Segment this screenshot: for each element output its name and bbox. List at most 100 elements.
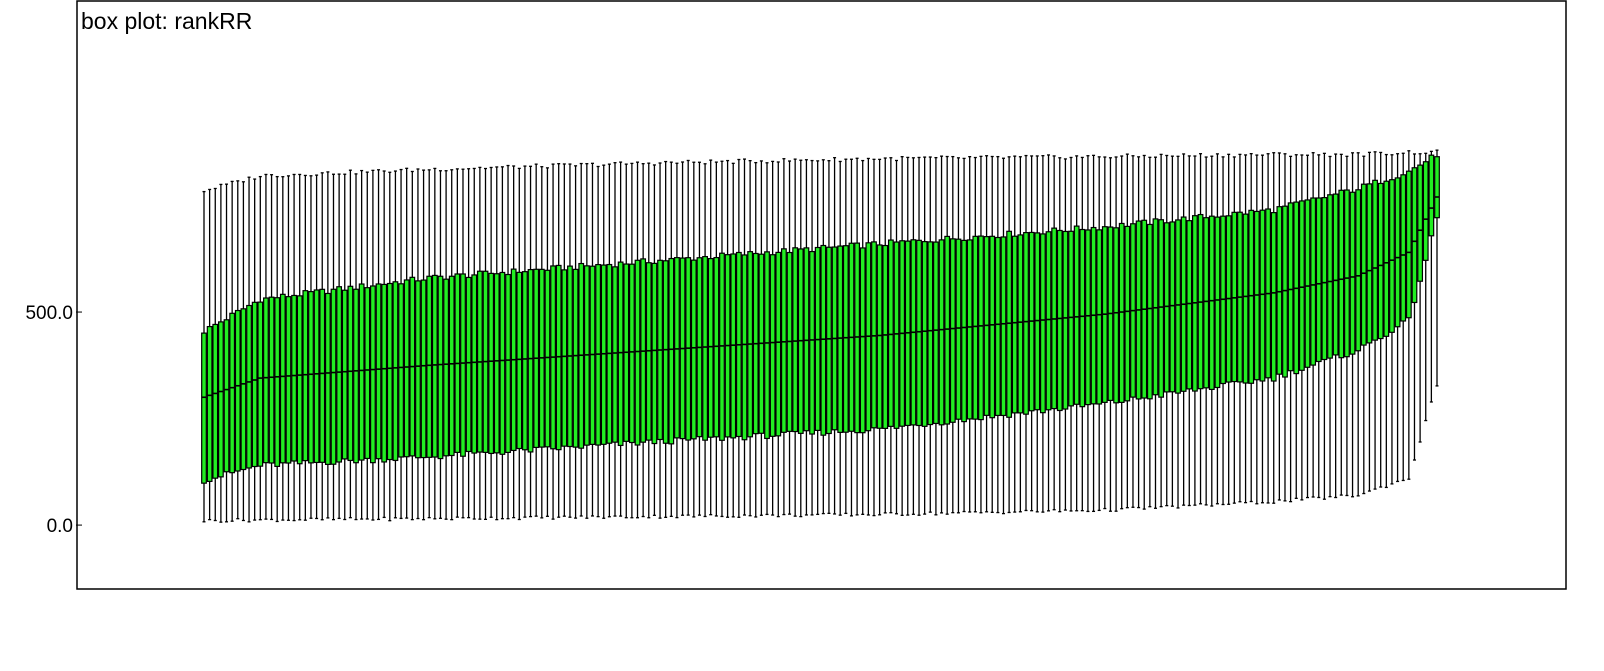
box: [713, 256, 720, 438]
box: [1006, 230, 1013, 418]
y-tick-label: 0.0: [47, 516, 73, 537]
box: [634, 259, 641, 446]
box-plot-item: [279, 176, 286, 521]
box: [437, 275, 444, 460]
box: [944, 235, 951, 425]
box-plot-item: [1073, 155, 1080, 512]
box-plot-item: [1259, 154, 1266, 504]
box: [1372, 179, 1378, 341]
box: [544, 269, 551, 448]
box-plot-item: [386, 171, 393, 522]
box: [375, 283, 382, 460]
box-plot-item: [1214, 153, 1221, 505]
box-plot-item: [1355, 152, 1362, 497]
box: [1023, 232, 1029, 415]
box-plot-item: [707, 159, 714, 516]
box: [403, 279, 410, 458]
box: [381, 283, 388, 463]
box-plot-item: [904, 156, 911, 516]
box-plot-item: [291, 173, 297, 522]
box-plot-item: [899, 156, 906, 517]
box-plot-item: [431, 167, 438, 520]
box-plot-item: [1039, 155, 1046, 513]
box-plot-item: [443, 170, 450, 520]
box-plot-item: [764, 162, 770, 516]
box-plot-item: [1231, 156, 1238, 504]
box: [1068, 230, 1074, 407]
box: [1422, 161, 1429, 261]
box-plot-item: [1310, 152, 1317, 498]
box: [448, 275, 455, 457]
box-plot-item: [1146, 156, 1153, 508]
box-plot-item: [809, 159, 815, 516]
box: [803, 247, 810, 432]
box-plot-item: [820, 159, 827, 515]
box: [1203, 217, 1210, 389]
box: [1214, 216, 1221, 389]
box: [780, 248, 787, 433]
box-plot-item: [1023, 154, 1029, 512]
box: [949, 238, 956, 423]
box: [296, 295, 303, 465]
box-plot-item: [567, 163, 573, 518]
box-plot-item: [1011, 155, 1018, 513]
box-plot-item: [561, 163, 568, 517]
box: [1186, 220, 1193, 390]
box-plot-item: [916, 156, 922, 516]
box: [488, 272, 495, 455]
box-plot-item: [854, 157, 861, 516]
box: [651, 262, 658, 445]
box-plot-item: [1422, 152, 1429, 422]
box-plot-item: [392, 170, 399, 519]
box: [842, 245, 849, 433]
box-plot-item: [1180, 153, 1187, 506]
box-plot-item: [522, 165, 528, 518]
box: [206, 325, 213, 482]
box: [555, 264, 562, 451]
box-plot-item: [1394, 153, 1401, 483]
box: [1389, 179, 1395, 333]
box: [1360, 183, 1367, 346]
box-plot-item: [544, 167, 551, 517]
box-plot-item: [578, 162, 585, 517]
box: [837, 245, 844, 433]
box-plot-item: [713, 161, 720, 517]
box: [1152, 218, 1159, 396]
box: [809, 250, 815, 435]
box-plot-item: [1298, 154, 1305, 501]
box-plot-item: [420, 169, 427, 521]
box-plot-item: [871, 158, 877, 517]
box-plot-item: [634, 161, 641, 519]
box-plot-item: [409, 170, 416, 521]
box: [1163, 222, 1170, 393]
box: [369, 285, 376, 464]
box-plot-item: [1282, 153, 1288, 502]
box: [313, 289, 320, 464]
box-plot-item: [583, 163, 590, 519]
box-plot-item: [336, 173, 343, 520]
box-plot-item: [1085, 155, 1091, 513]
box-plot-item: [1265, 153, 1272, 504]
box: [1096, 229, 1103, 405]
box: [471, 274, 478, 454]
box-plot-item: [690, 161, 697, 518]
box: [1113, 227, 1119, 404]
box-plot-item: [657, 162, 663, 519]
box-plot-item: [533, 163, 540, 517]
box-plot-item: [702, 163, 708, 518]
box-plot-item: [1293, 154, 1300, 499]
box-plot-item: [1237, 153, 1243, 503]
box-plot-item: [1090, 154, 1097, 513]
box-plot-item: [240, 181, 247, 522]
box-plot-item: [600, 164, 607, 519]
box-plot-item: [662, 160, 669, 518]
box: [319, 288, 326, 463]
box-plot-item: [381, 170, 388, 519]
box: [364, 287, 371, 460]
box: [876, 244, 883, 429]
box: [1377, 182, 1384, 340]
box: [1355, 189, 1362, 352]
box-plot-item: [538, 166, 545, 519]
box-plot-item: [758, 160, 765, 516]
box-plot-item: [972, 156, 979, 513]
